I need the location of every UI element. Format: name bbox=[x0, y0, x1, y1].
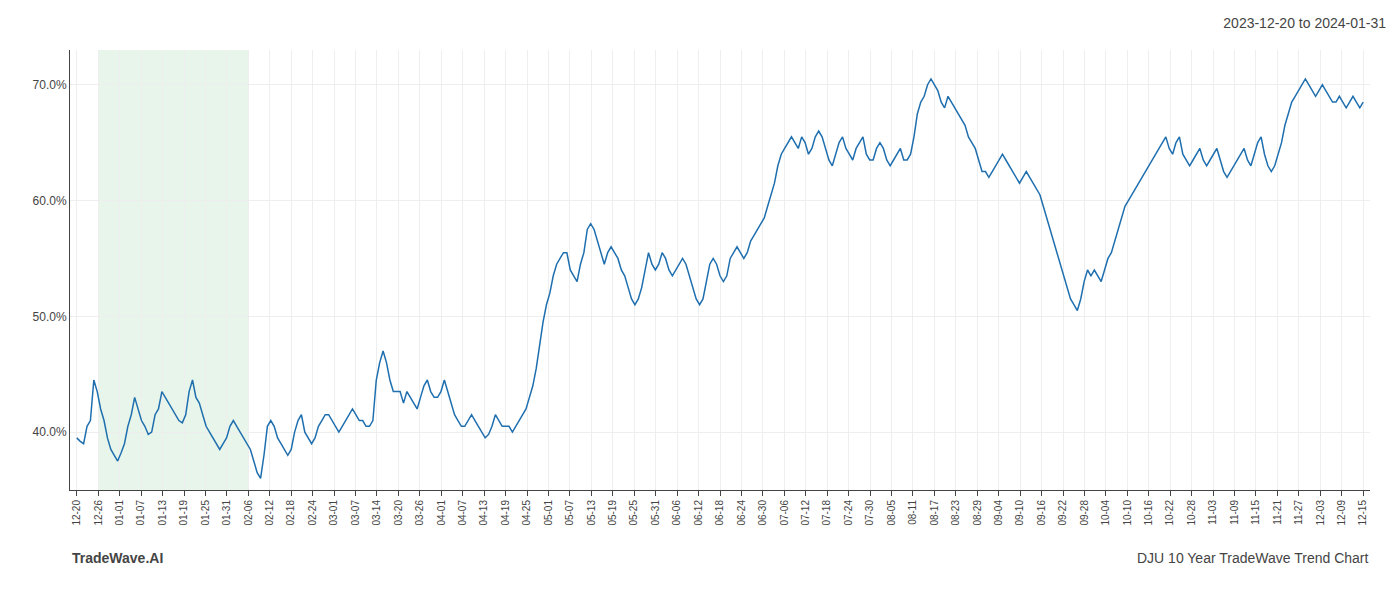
svg-text:09-04: 09-04 bbox=[993, 500, 1004, 526]
svg-text:10-10: 10-10 bbox=[1122, 500, 1133, 526]
svg-text:70.0%: 70.0% bbox=[33, 78, 67, 92]
svg-text:10-28: 10-28 bbox=[1186, 500, 1197, 526]
svg-text:08-29: 08-29 bbox=[972, 500, 983, 526]
svg-text:05-13: 05-13 bbox=[586, 500, 597, 526]
svg-text:06-06: 06-06 bbox=[671, 500, 682, 526]
svg-text:08-11: 08-11 bbox=[907, 500, 918, 525]
svg-text:09-10: 09-10 bbox=[1014, 500, 1025, 526]
svg-text:04-01: 04-01 bbox=[436, 500, 447, 526]
svg-text:40.0%: 40.0% bbox=[33, 425, 67, 439]
svg-text:01-13: 01-13 bbox=[157, 500, 168, 526]
svg-text:03-20: 03-20 bbox=[393, 500, 404, 526]
svg-text:10-22: 10-22 bbox=[1164, 500, 1175, 526]
svg-text:05-19: 05-19 bbox=[607, 500, 618, 526]
svg-text:TradeWave.AI: TradeWave.AI bbox=[72, 550, 163, 566]
svg-text:04-07: 04-07 bbox=[457, 500, 468, 526]
svg-text:12-26: 12-26 bbox=[93, 500, 104, 526]
svg-text:06-24: 06-24 bbox=[736, 500, 747, 526]
svg-text:11-09: 11-09 bbox=[1229, 500, 1240, 525]
svg-text:12-15: 12-15 bbox=[1357, 500, 1368, 526]
svg-text:02-24: 02-24 bbox=[307, 500, 318, 526]
svg-text:01-31: 01-31 bbox=[221, 500, 232, 526]
svg-text:05-07: 05-07 bbox=[564, 500, 575, 526]
svg-text:08-17: 08-17 bbox=[929, 500, 940, 526]
svg-text:07-06: 07-06 bbox=[779, 500, 790, 526]
svg-text:02-18: 02-18 bbox=[285, 500, 296, 526]
svg-text:01-19: 01-19 bbox=[178, 500, 189, 526]
svg-text:06-12: 06-12 bbox=[693, 500, 704, 526]
svg-text:03-07: 03-07 bbox=[350, 500, 361, 526]
svg-text:07-12: 07-12 bbox=[800, 500, 811, 526]
svg-text:11-27: 11-27 bbox=[1293, 500, 1304, 525]
svg-text:07-30: 07-30 bbox=[864, 500, 875, 526]
svg-text:02-12: 02-12 bbox=[264, 500, 275, 526]
svg-text:09-22: 09-22 bbox=[1057, 500, 1068, 526]
svg-text:05-25: 05-25 bbox=[628, 500, 639, 526]
svg-text:01-25: 01-25 bbox=[200, 500, 211, 526]
svg-text:06-18: 06-18 bbox=[714, 500, 725, 526]
svg-text:02-06: 02-06 bbox=[243, 500, 254, 526]
svg-text:08-05: 08-05 bbox=[886, 500, 897, 526]
svg-text:01-07: 01-07 bbox=[135, 500, 146, 526]
svg-text:DJU 10 Year TradeWave Trend Ch: DJU 10 Year TradeWave Trend Chart bbox=[1137, 550, 1368, 566]
svg-text:60.0%: 60.0% bbox=[33, 194, 67, 208]
svg-text:07-18: 07-18 bbox=[821, 500, 832, 526]
svg-text:11-21: 11-21 bbox=[1272, 500, 1283, 525]
svg-text:04-25: 04-25 bbox=[521, 500, 532, 526]
svg-text:05-01: 05-01 bbox=[543, 500, 554, 526]
svg-text:04-13: 04-13 bbox=[478, 500, 489, 526]
svg-text:09-16: 09-16 bbox=[1036, 500, 1047, 526]
svg-text:50.0%: 50.0% bbox=[33, 310, 67, 324]
svg-text:04-19: 04-19 bbox=[500, 500, 511, 526]
svg-text:11-03: 11-03 bbox=[1207, 500, 1218, 525]
svg-text:2023-12-20 to 2024-01-31: 2023-12-20 to 2024-01-31 bbox=[1223, 15, 1386, 31]
svg-text:10-04: 10-04 bbox=[1100, 500, 1111, 526]
svg-text:12-20: 12-20 bbox=[71, 500, 82, 526]
svg-text:03-01: 03-01 bbox=[328, 500, 339, 526]
svg-text:03-14: 03-14 bbox=[371, 500, 382, 526]
svg-text:01-01: 01-01 bbox=[114, 500, 125, 526]
svg-text:09-28: 09-28 bbox=[1079, 500, 1090, 526]
svg-text:11-15: 11-15 bbox=[1250, 500, 1261, 525]
svg-text:07-24: 07-24 bbox=[843, 500, 854, 526]
svg-text:06-30: 06-30 bbox=[757, 500, 768, 526]
svg-text:03-26: 03-26 bbox=[414, 500, 425, 526]
svg-text:05-31: 05-31 bbox=[650, 500, 661, 526]
svg-text:08-23: 08-23 bbox=[950, 500, 961, 526]
svg-text:12-09: 12-09 bbox=[1336, 500, 1347, 526]
svg-text:12-03: 12-03 bbox=[1315, 500, 1326, 526]
svg-text:10-16: 10-16 bbox=[1143, 500, 1154, 526]
